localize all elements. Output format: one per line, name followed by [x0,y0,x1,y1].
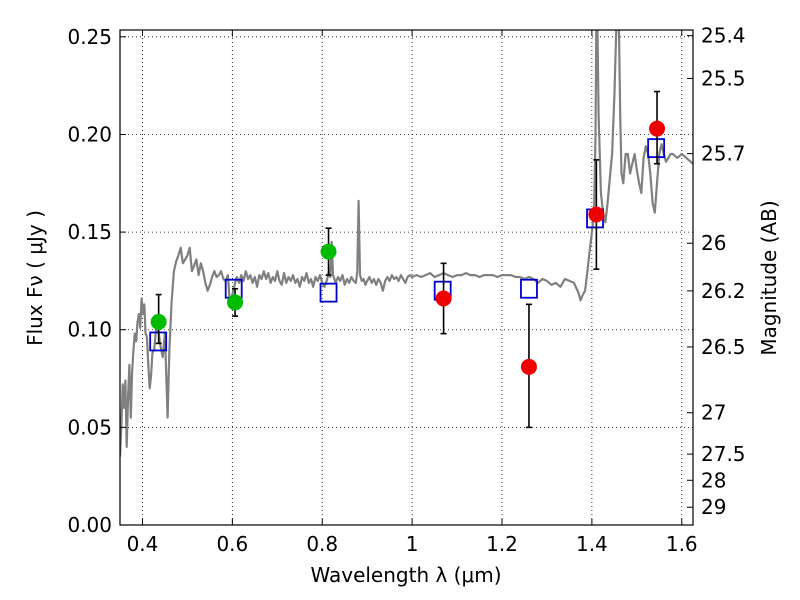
y2-tick-label: 25.7 [701,142,746,166]
y2-axis: 25.4 25.5 25.7 26 26.2 26.5 27 27.528 29 [687,24,746,519]
model-square-marker [319,282,338,303]
y2-tick-label: 26.2 [701,279,746,303]
y-tick-label: 0.25 [67,25,112,49]
spectrum-line [120,30,693,457]
observed-point-marker [150,313,167,330]
x-tick-label: 0.8 [306,532,338,556]
y-tick-label: 0.05 [67,415,112,439]
y2-tick-label: 26.5 [701,335,746,359]
y-tick-label: 0.10 [67,318,112,342]
observed-point-marker [588,206,605,223]
x-tick-label: 1 [406,532,419,556]
y2-tick-label: 28 [701,468,726,492]
x-axis-label: Wavelength λ (μm) [310,563,501,587]
y-tick-label: 0.20 [67,122,112,146]
observed-point-marker [520,358,537,375]
y-tick-label: 0.00 [67,513,112,537]
y2-axis-label: Magnitude (AB) [757,200,781,355]
model-square-marker [647,138,666,159]
x-tick-label: 1.2 [486,532,518,556]
y-axis-label: Flux Fν ( μJy ) [23,210,47,346]
y2-tick-label: 27.5 [701,442,746,466]
observed-point-marker [227,294,244,311]
y2-tick-label: 25.4 [701,24,746,48]
y2-tick-label: 25.5 [701,66,746,90]
observed-point-marker [435,290,452,307]
plot-frame [119,29,694,526]
x-tick-label: 0.6 [216,532,248,556]
y2-tick-label: 26 [701,231,726,255]
grid [120,30,693,525]
y2-tick-label: 27 [701,401,726,425]
y-axis: 0.00 0.05 0.10 0.15 0.20 0.25 [67,25,126,537]
y2-tick-label: 29 [701,495,726,519]
plot-area [120,30,693,457]
y-tick-label: 0.15 [67,220,112,244]
x-tick-label: 1.4 [576,532,608,556]
x-tick-label: 0.4 [127,532,159,556]
model-square-marker [520,278,538,299]
x-tick-label: 1.6 [666,532,698,556]
x-axis: 0.4 0.6 0.8 1 1.2 1.4 1.6 [127,30,698,556]
observed-point-marker [320,243,337,260]
data-points [149,90,666,429]
observed-point-marker [649,120,666,137]
